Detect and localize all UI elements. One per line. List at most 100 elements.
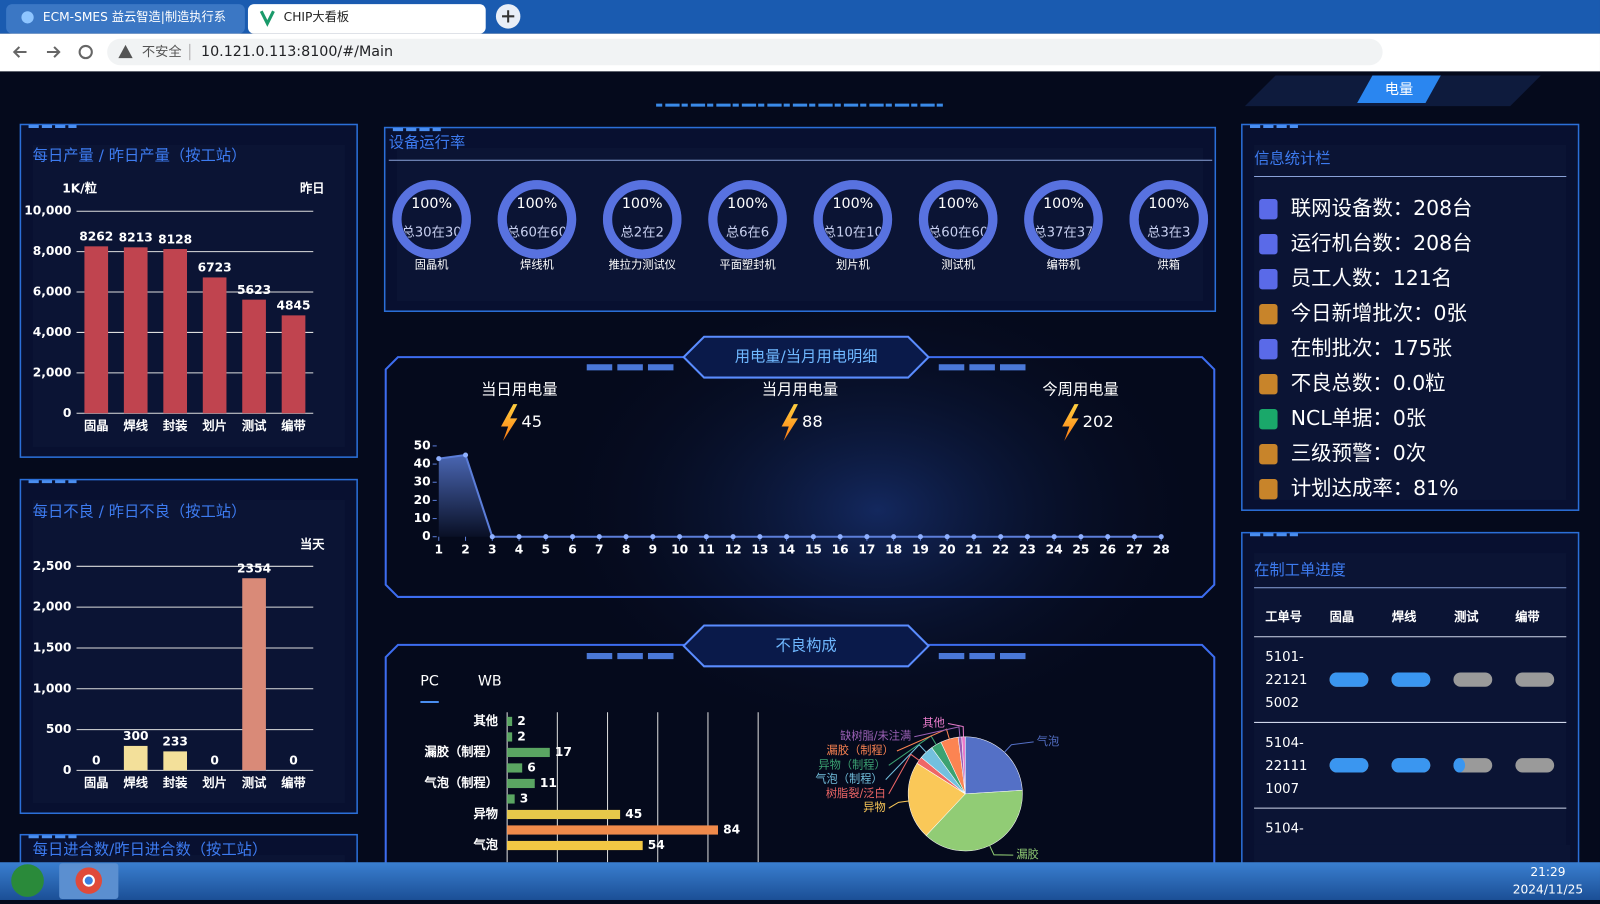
tab-title[interactable]: CHIP大看板 xyxy=(284,10,349,24)
pie-label: 其他 xyxy=(922,716,944,729)
label-line xyxy=(885,744,927,780)
point xyxy=(677,534,683,540)
value-label: 8213 xyxy=(119,231,153,245)
label-line xyxy=(888,753,920,795)
header-button[interactable] xyxy=(1357,75,1441,104)
clock-date: 2024/11/25 xyxy=(1513,882,1584,896)
x-tick-label: 16 xyxy=(832,542,849,556)
point xyxy=(703,534,709,540)
y-tick-label: 异物 xyxy=(473,806,497,821)
tab-active[interactable] xyxy=(247,4,486,34)
pager xyxy=(1254,844,1571,863)
tab[interactable] xyxy=(6,4,245,34)
label-line xyxy=(888,800,909,809)
tab[interactable]: PC xyxy=(420,674,439,690)
start-button[interactable] xyxy=(11,864,44,897)
stat-icon xyxy=(1259,268,1278,290)
panel-title: 在制工单进度 xyxy=(1254,561,1346,579)
value-label: 6723 xyxy=(198,261,232,275)
value-label: 0 xyxy=(92,754,101,768)
stat-text: 联网设备数：208台 xyxy=(1291,196,1473,220)
x-tick-label: 1 xyxy=(435,542,444,556)
panel-inner xyxy=(32,855,345,866)
y-tick-label: 50 xyxy=(414,438,431,452)
bar xyxy=(202,277,227,414)
y-tick-label: 1,000 xyxy=(33,681,72,695)
x-tick-label: 21 xyxy=(965,542,982,556)
x-tick-label: 19 xyxy=(912,542,929,556)
gauge-value: 100% xyxy=(622,196,663,212)
gauge-name: 烘箱 xyxy=(1158,257,1180,271)
y-tick-label: 10 xyxy=(414,511,431,525)
x-tick-label: 2 xyxy=(461,542,470,556)
pie-label: 漏胶（制程） xyxy=(827,743,894,757)
tab-title[interactable]: ECM-SMES 益云智造|制造执行系 xyxy=(43,9,226,25)
gauge-value: 100% xyxy=(832,196,873,212)
value-label: 54 xyxy=(648,838,665,852)
stat-icon xyxy=(1259,373,1278,395)
value-label: 8128 xyxy=(158,232,192,246)
stat-label: 当日用电量 xyxy=(481,380,558,398)
gauge-detail: 总6在6 xyxy=(726,225,769,241)
gauge-detail: 总60在60 xyxy=(928,225,988,241)
value-label: 17 xyxy=(555,745,572,759)
point xyxy=(998,534,1004,540)
gauge-detail: 总37在37 xyxy=(1033,225,1093,241)
x-tick-label: 17 xyxy=(858,542,875,556)
url[interactable]: 10.121.0.113:8100/#/Main xyxy=(201,44,393,60)
bar xyxy=(507,794,515,804)
value-label: 0 xyxy=(289,754,298,768)
point xyxy=(1158,534,1164,540)
point xyxy=(462,452,469,458)
y-tick-label: 30 xyxy=(414,475,431,489)
stat-text: NCL单据：0张 xyxy=(1291,406,1426,430)
stat-value: 202 xyxy=(1083,412,1114,431)
stat-text: 在制批次：175张 xyxy=(1291,336,1452,360)
y-tick-label: 20 xyxy=(414,493,431,507)
value-label: 3 xyxy=(520,791,529,805)
header-button-label[interactable]: 电量 xyxy=(1385,81,1414,98)
x-tick-label: 13 xyxy=(751,542,768,556)
gauge-detail: 总2在2 xyxy=(621,225,664,241)
value-label: 6 xyxy=(527,760,536,774)
gauge-name: 编带机 xyxy=(1047,257,1081,271)
y-tick-label: 10,000 xyxy=(24,204,71,218)
stat-icon xyxy=(1259,198,1278,220)
pie-label: 漏胶 xyxy=(1016,847,1038,861)
value-label: 2354 xyxy=(237,562,271,576)
panel-title: 每日进合数/昨日进合数（按工站） xyxy=(33,840,268,858)
stat-icon xyxy=(1259,443,1278,465)
tab[interactable]: WB xyxy=(478,674,502,690)
x-tick-label: 28 xyxy=(1153,542,1170,556)
panel-inner xyxy=(32,499,345,804)
y-tick-label: 其他 xyxy=(473,713,498,728)
gauge-name: 平面塑封机 xyxy=(719,257,775,271)
point xyxy=(650,534,656,540)
legend: 当天 xyxy=(300,536,325,551)
stat-text: 运行机台数：208台 xyxy=(1291,231,1473,255)
value-label: 11 xyxy=(540,776,557,790)
progress-fill xyxy=(1453,758,1466,773)
gauge-arc xyxy=(1129,180,1209,259)
point xyxy=(891,534,897,540)
gauge-value: 100% xyxy=(411,196,452,212)
reload[interactable] xyxy=(78,44,93,60)
value-label: 0 xyxy=(210,754,219,768)
bar xyxy=(163,751,188,771)
panel-inner xyxy=(396,147,1204,302)
bar xyxy=(123,247,148,414)
panel-inner xyxy=(1254,553,1567,860)
x-tick-label: 8 xyxy=(622,542,631,556)
stat-text: 今日新增批次：0张 xyxy=(1291,301,1467,325)
y-tick-label: 2,500 xyxy=(33,559,72,573)
point xyxy=(570,534,576,540)
label-line xyxy=(914,726,961,738)
y-tick-label: 气泡（制程） xyxy=(424,775,498,790)
gauge-name: 推拉力测试仪 xyxy=(609,257,676,271)
gauge-arc xyxy=(602,180,682,259)
table-header: 焊线 xyxy=(1392,609,1417,624)
bar xyxy=(281,315,306,414)
point xyxy=(730,534,736,540)
url-box[interactable] xyxy=(107,38,1383,66)
